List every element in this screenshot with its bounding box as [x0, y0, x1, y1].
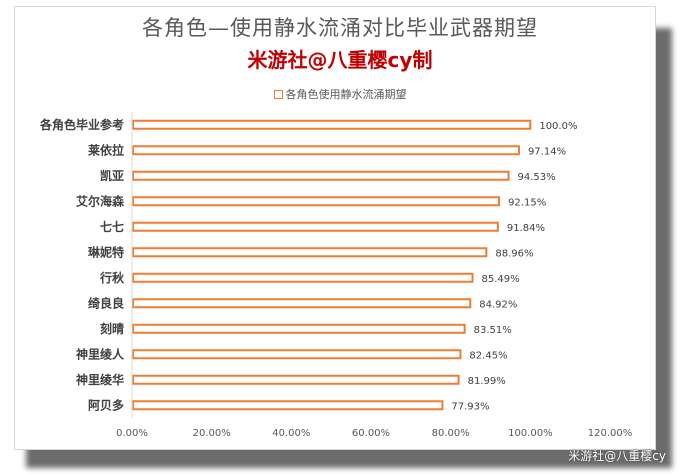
category-label: 神里绫人	[76, 346, 125, 361]
x-tick-label: 0.00%	[116, 428, 148, 439]
bar	[132, 272, 474, 283]
bar	[132, 323, 466, 334]
x-tick-label: 60.00%	[352, 428, 390, 439]
data-label: 97.14%	[528, 146, 566, 157]
bar	[132, 298, 472, 309]
legend-label: 各角色使用静水流涌期望	[285, 88, 407, 101]
bar	[132, 221, 499, 232]
x-tick-label: 120.00%	[588, 428, 633, 439]
bar	[132, 196, 501, 207]
category-label: 行秋	[99, 270, 125, 285]
legend-swatch	[273, 89, 283, 99]
data-label: 77.93%	[451, 401, 489, 412]
data-label: 81.99%	[468, 376, 506, 387]
category-label: 绮良良	[88, 295, 124, 310]
data-label: 94.53%	[518, 172, 556, 183]
chart-subtitle: 米游社@八重樱cy制	[247, 48, 433, 72]
category-label: 艾尔海森	[76, 193, 125, 208]
category-label: 刻晴	[100, 321, 124, 336]
bar	[132, 349, 462, 360]
category-label: 琳妮特	[88, 244, 124, 259]
category-label: 莱依拉	[88, 142, 124, 157]
bar	[132, 400, 444, 411]
data-label: 83.51%	[474, 325, 512, 336]
x-tick-label: 20.00%	[193, 428, 231, 439]
chart-title: 各角色—使用静水流涌对比毕业武器期望	[142, 16, 538, 40]
bar	[132, 374, 460, 385]
legend: 各角色使用静水流涌期望	[0, 86, 680, 102]
x-tick-label: 80.00%	[432, 428, 470, 439]
data-label: 92.15%	[508, 197, 546, 208]
watermark: 米游社@八重樱cy	[568, 449, 666, 463]
x-tick-label: 100.00%	[508, 428, 553, 439]
data-label: 85.49%	[482, 274, 520, 285]
bar	[132, 170, 510, 181]
data-label: 82.45%	[469, 350, 507, 361]
data-label: 84.92%	[479, 299, 517, 310]
bar	[132, 145, 520, 156]
data-label: 88.96%	[495, 248, 533, 259]
category-label: 凯亚	[100, 168, 124, 183]
category-label: 各角色毕业参考	[39, 117, 124, 132]
category-label: 阿贝多	[88, 397, 124, 412]
bar	[132, 119, 532, 130]
x-tick-label: 40.00%	[272, 428, 310, 439]
data-label: 91.84%	[507, 223, 545, 234]
category-label: 七七	[100, 220, 124, 234]
data-label: 100.0%	[539, 121, 577, 132]
category-label: 神里绫华	[76, 372, 124, 387]
bar	[132, 247, 488, 258]
